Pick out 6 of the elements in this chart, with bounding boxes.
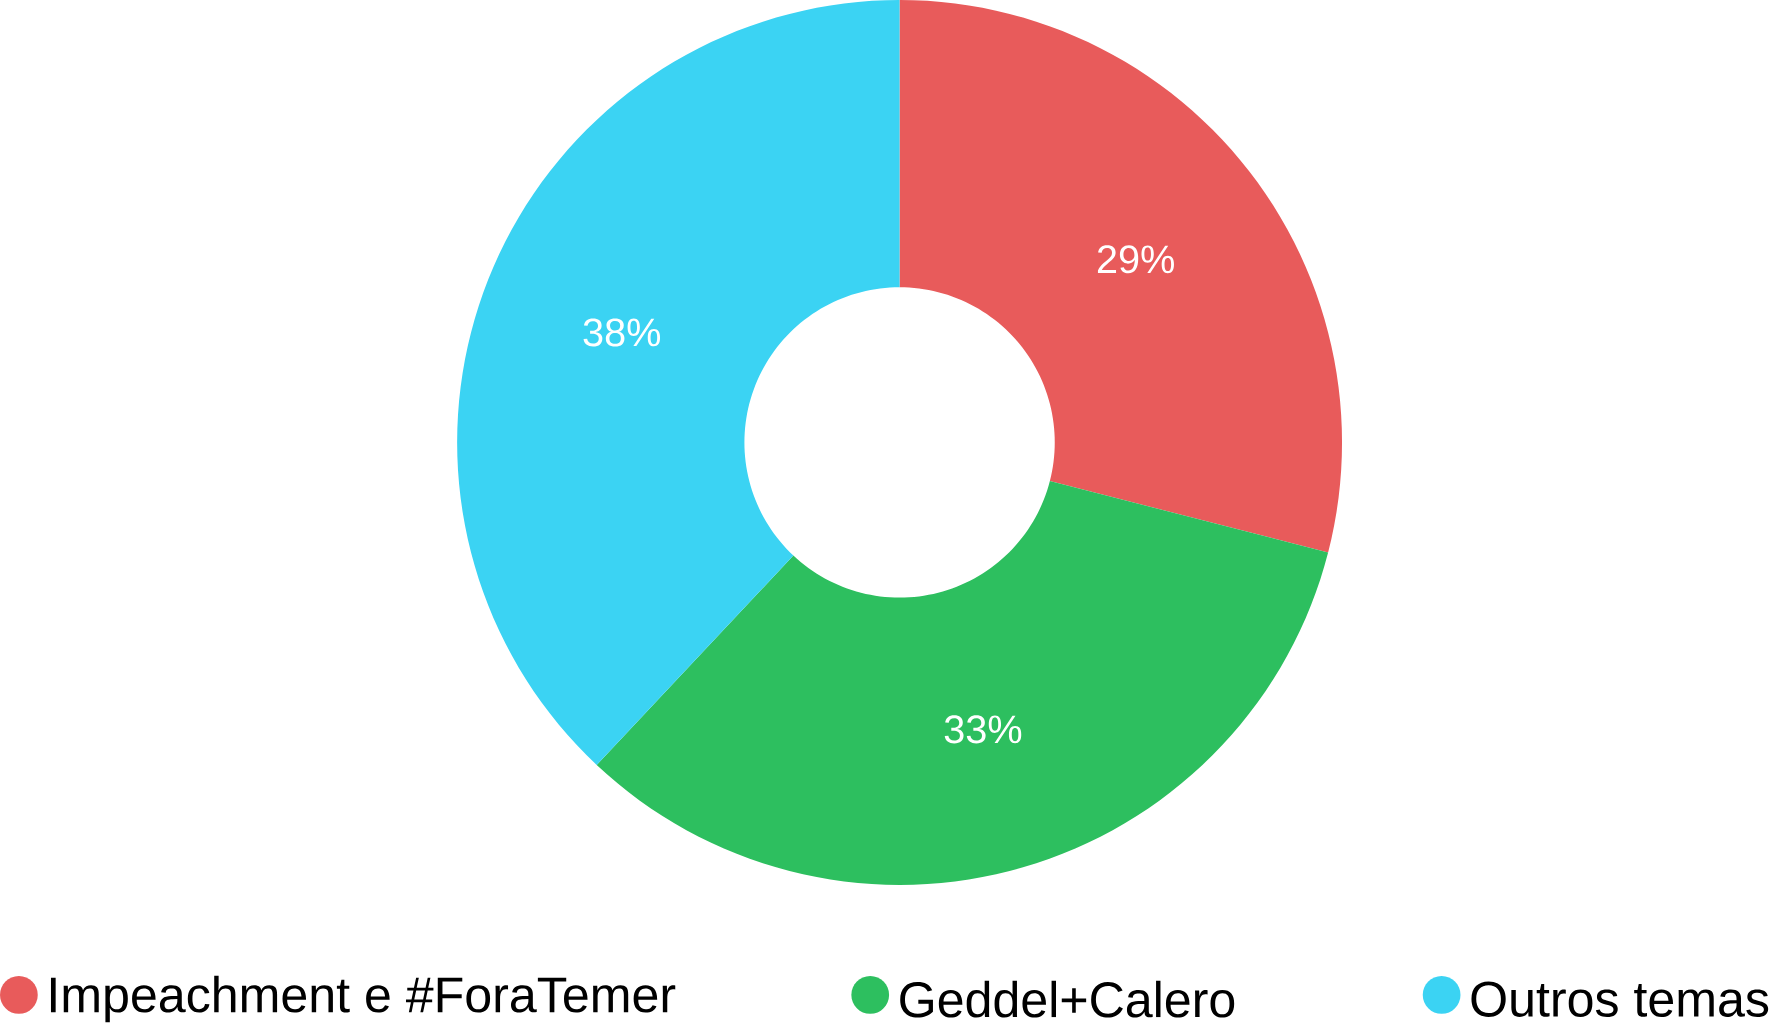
data-label: 38%	[583, 318, 661, 347]
legend-label: Outros temas	[1471, 981, 1769, 1018]
legend-label: Impeachment e #ForaTemer	[50, 976, 676, 1023]
data-label: 33%	[944, 715, 1022, 744]
data-label: 29%	[1097, 245, 1174, 274]
legend-label: Geddel+Calero	[900, 980, 1235, 1018]
